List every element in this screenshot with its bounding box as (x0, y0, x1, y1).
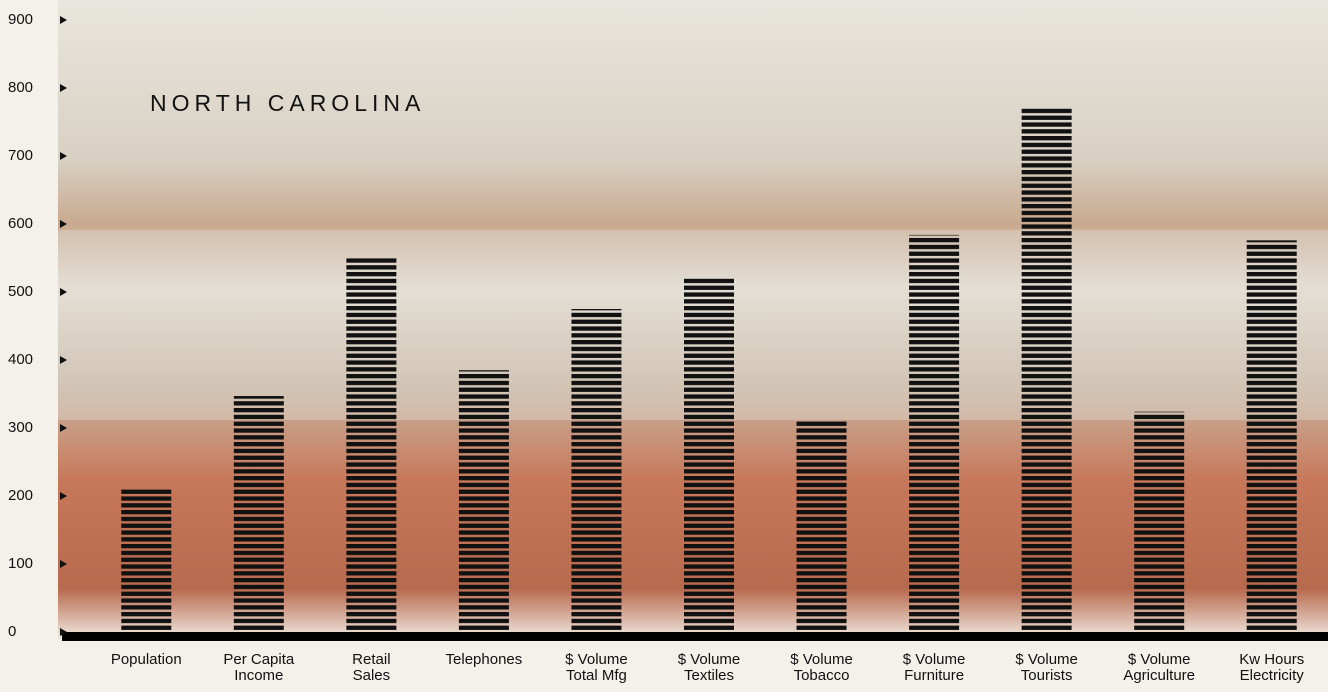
bar (909, 234, 960, 632)
y-tick-label: 600 (8, 215, 33, 232)
tick-mark (60, 152, 67, 160)
y-tick-label: 300 (8, 419, 33, 436)
tick-mark (60, 424, 67, 432)
y-tick-label: 200 (8, 487, 33, 504)
y-tick-label: 700 (8, 147, 33, 164)
chart-title: NORTH CAROLINA (150, 90, 425, 116)
bar (1134, 411, 1185, 632)
x-tick-label: $ Volume Total Mfg (565, 651, 628, 684)
x-tick-label: $ Volume Tobacco (790, 651, 853, 684)
x-tick-label: Kw Hours Electricity (1239, 651, 1305, 684)
y-tick-label: 800 (8, 79, 33, 96)
y-tick-label: 400 (8, 351, 33, 368)
bar (346, 257, 397, 632)
y-tick-label: 100 (8, 555, 33, 572)
bar (1021, 107, 1072, 633)
y-tick-label: 500 (8, 283, 33, 300)
tick-mark (60, 492, 67, 500)
tick-mark (60, 220, 67, 228)
x-tick-label: $ Volume Textiles (677, 651, 741, 684)
tick-mark (60, 628, 67, 636)
x-tick-label: Telephones (445, 651, 523, 668)
tick-mark (60, 84, 67, 92)
baseline (62, 632, 1328, 641)
bar (458, 370, 509, 632)
y-tick-label: 0 (8, 623, 16, 640)
bar (571, 309, 622, 632)
x-tick-label: Retail Sales (352, 651, 391, 684)
x-tick-label: $ Volume Agriculture (1123, 651, 1196, 684)
bar (684, 277, 734, 632)
tick-mark (60, 288, 67, 296)
tick-mark (60, 16, 67, 24)
tick-mark (60, 560, 67, 568)
x-tick-label: Population (110, 651, 182, 668)
y-tick-label: 900 (8, 11, 33, 28)
x-tick-label: $ Volume Tourists (1015, 651, 1078, 684)
tick-mark (60, 356, 67, 364)
bar (121, 489, 172, 632)
x-tick-label: $ Volume Furniture (902, 651, 966, 684)
bar (796, 421, 847, 632)
bar (233, 396, 284, 632)
x-tick-label: Per Capita Income (223, 651, 295, 684)
bar (1246, 240, 1297, 632)
